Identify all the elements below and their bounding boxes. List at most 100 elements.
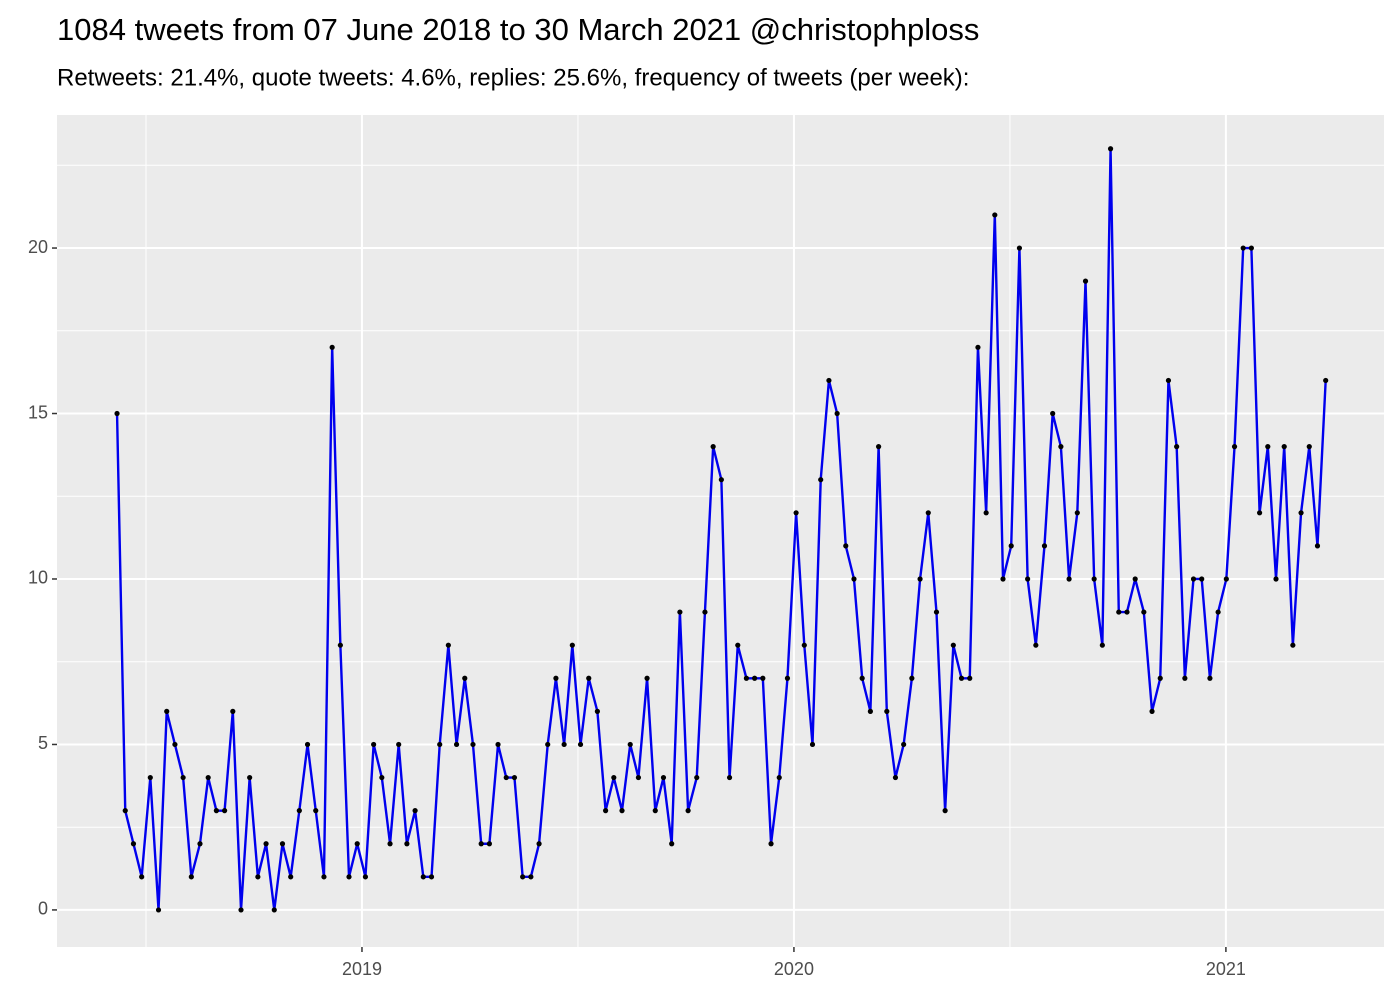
data-point bbox=[1199, 576, 1205, 582]
data-point bbox=[602, 808, 609, 814]
data-point bbox=[594, 708, 600, 714]
data-point bbox=[139, 874, 145, 880]
data-point bbox=[1132, 576, 1138, 582]
data-point bbox=[255, 874, 261, 880]
data-point bbox=[1314, 543, 1321, 549]
data-point bbox=[528, 874, 534, 880]
data-point bbox=[967, 675, 973, 681]
data-point bbox=[362, 874, 369, 880]
data-point bbox=[486, 841, 492, 847]
data-point bbox=[644, 675, 650, 681]
data-point bbox=[635, 774, 642, 781]
data-point bbox=[801, 642, 807, 648]
data-point bbox=[1116, 609, 1122, 615]
data-point bbox=[1240, 245, 1246, 251]
data-point bbox=[826, 377, 832, 384]
y-tick-label: 20 bbox=[28, 237, 48, 257]
data-point bbox=[611, 774, 617, 781]
data-point bbox=[768, 841, 774, 847]
data-point bbox=[304, 741, 311, 748]
data-point bbox=[1050, 410, 1056, 417]
data-point bbox=[428, 874, 435, 880]
data-point bbox=[279, 841, 286, 847]
data-point bbox=[1231, 444, 1238, 450]
data-point bbox=[379, 774, 385, 781]
data-point bbox=[445, 642, 451, 648]
data-point bbox=[685, 808, 691, 814]
data-point bbox=[1025, 576, 1031, 582]
data-point bbox=[453, 741, 460, 748]
data-point bbox=[1066, 576, 1072, 582]
plot-panel bbox=[57, 115, 1384, 947]
data-point bbox=[503, 774, 509, 781]
data-point bbox=[230, 708, 236, 714]
data-point bbox=[180, 774, 186, 781]
data-point bbox=[545, 741, 551, 748]
data-point bbox=[1074, 510, 1080, 516]
data-point bbox=[1141, 609, 1147, 615]
data-point bbox=[553, 675, 559, 681]
y-tick-label: 15 bbox=[28, 402, 48, 422]
data-point bbox=[462, 675, 468, 681]
data-point bbox=[1298, 510, 1304, 516]
data-point bbox=[1290, 642, 1296, 648]
data-point bbox=[247, 774, 253, 781]
data-point bbox=[776, 774, 782, 781]
data-point bbox=[867, 708, 873, 714]
data-point bbox=[288, 874, 294, 880]
data-point bbox=[669, 841, 675, 847]
data-point bbox=[710, 444, 716, 450]
data-point bbox=[520, 874, 526, 880]
data-point bbox=[1165, 377, 1172, 384]
data-point bbox=[702, 609, 708, 615]
data-point bbox=[1306, 444, 1312, 450]
data-point bbox=[354, 841, 360, 847]
chart-title: 1084 tweets from 07 June 2018 to 30 Marc… bbox=[57, 12, 979, 47]
data-point bbox=[694, 774, 700, 781]
data-point bbox=[569, 642, 575, 648]
data-point bbox=[1008, 543, 1014, 549]
data-point bbox=[726, 774, 733, 781]
data-point bbox=[1016, 245, 1023, 251]
data-point bbox=[834, 410, 840, 417]
data-point bbox=[1248, 245, 1254, 251]
data-point bbox=[1265, 444, 1271, 450]
data-point bbox=[975, 344, 981, 350]
data-point bbox=[1082, 278, 1089, 284]
data-point bbox=[933, 609, 940, 615]
data-point bbox=[1256, 510, 1263, 516]
data-point bbox=[536, 841, 542, 847]
chart-subtitle: Retweets: 21.4%, quote tweets: 4.6%, rep… bbox=[57, 64, 969, 91]
data-point bbox=[718, 477, 724, 483]
data-point bbox=[263, 841, 269, 847]
data-point bbox=[660, 774, 667, 781]
data-point bbox=[752, 675, 758, 681]
y-tick-label: 10 bbox=[28, 568, 48, 588]
data-point bbox=[271, 907, 277, 913]
data-point bbox=[859, 675, 865, 681]
data-point bbox=[992, 212, 998, 218]
data-point bbox=[925, 510, 931, 516]
data-point bbox=[130, 841, 137, 847]
data-point bbox=[743, 675, 750, 681]
data-point bbox=[1107, 146, 1114, 152]
data-point bbox=[909, 675, 915, 681]
data-point bbox=[983, 510, 989, 516]
data-point bbox=[1190, 576, 1197, 582]
data-point bbox=[404, 841, 410, 847]
x-tick-label: 2021 bbox=[1206, 959, 1246, 979]
data-point bbox=[478, 841, 484, 847]
data-point bbox=[1281, 444, 1287, 450]
data-point bbox=[412, 808, 418, 814]
data-point bbox=[1033, 642, 1039, 648]
data-point bbox=[1124, 609, 1130, 615]
data-point bbox=[652, 808, 658, 814]
data-point bbox=[677, 609, 683, 615]
data-point bbox=[321, 874, 327, 880]
data-point bbox=[818, 477, 824, 483]
y-tick-label: 5 bbox=[38, 733, 48, 753]
data-point bbox=[1149, 708, 1155, 714]
data-point bbox=[238, 907, 244, 913]
